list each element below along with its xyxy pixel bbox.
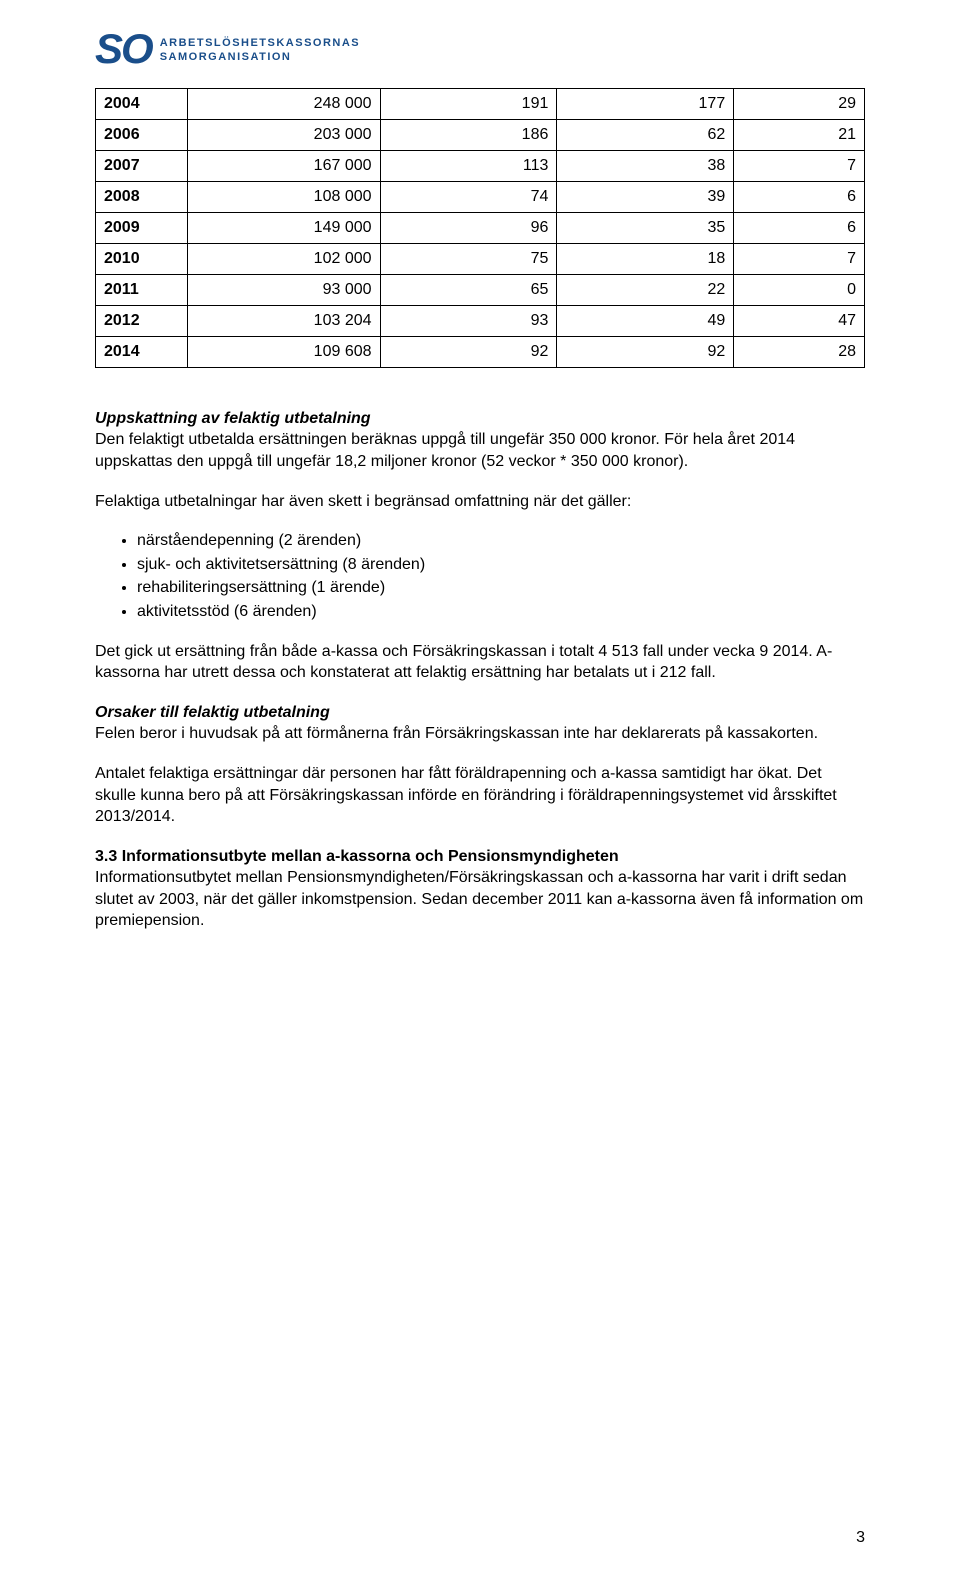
cell-c: 191: [380, 88, 557, 119]
cell-e: 6: [734, 181, 865, 212]
table-row: 2008108 00074396: [96, 181, 865, 212]
table-row: 2009149 00096356: [96, 212, 865, 243]
cell-e: 29: [734, 88, 865, 119]
para-3: Det gick ut ersättning från både a-kassa…: [95, 641, 865, 684]
logo: SO ARBETSLÖSHETSKASSORNAS SAMORGANISATIO…: [95, 30, 360, 68]
bullet-list: närståendepenning (2 ärenden)sjuk- och a…: [95, 530, 865, 622]
page: SO ARBETSLÖSHETSKASSORNAS SAMORGANISATIO…: [0, 0, 960, 1577]
cell-b: 149 000: [188, 212, 380, 243]
cell-d: 35: [557, 212, 734, 243]
cell-d: 49: [557, 305, 734, 336]
para-6: Informationsutbytet mellan Pensionsmyndi…: [95, 869, 863, 929]
logo-line1: ARBETSLÖSHETSKASSORNAS: [160, 36, 360, 50]
cell-d: 39: [557, 181, 734, 212]
logo-text: ARBETSLÖSHETSKASSORNAS SAMORGANISATION: [160, 30, 360, 65]
cell-c: 92: [380, 336, 557, 367]
cell-c: 93: [380, 305, 557, 336]
table-row: 201193 00065220: [96, 274, 865, 305]
cell-c: 186: [380, 119, 557, 150]
cell-e: 0: [734, 274, 865, 305]
table-row: 2004248 00019117729: [96, 88, 865, 119]
cell-year: 2010: [96, 243, 188, 274]
cell-year: 2008: [96, 181, 188, 212]
cell-d: 38: [557, 150, 734, 181]
cell-e: 7: [734, 150, 865, 181]
cell-year: 2014: [96, 336, 188, 367]
list-item: närståendepenning (2 ärenden): [137, 530, 865, 552]
page-number: 3: [856, 1529, 865, 1547]
cell-d: 177: [557, 88, 734, 119]
cell-year: 2004: [96, 88, 188, 119]
cell-e: 47: [734, 305, 865, 336]
table-row: 2012103 204934947: [96, 305, 865, 336]
para-5: Antalet felaktiga ersättningar där perso…: [95, 763, 865, 828]
cell-d: 62: [557, 119, 734, 150]
cell-e: 21: [734, 119, 865, 150]
cell-b: 93 000: [188, 274, 380, 305]
cell-d: 22: [557, 274, 734, 305]
header: SO ARBETSLÖSHETSKASSORNAS SAMORGANISATIO…: [95, 30, 865, 68]
table-row: 2014109 608929228: [96, 336, 865, 367]
cell-e: 28: [734, 336, 865, 367]
cell-c: 65: [380, 274, 557, 305]
cell-year: 2007: [96, 150, 188, 181]
table-row: 2007167 000113387: [96, 150, 865, 181]
heading-uppskattning: Uppskattning av felaktig utbetalning: [95, 410, 371, 427]
logo-line2: SAMORGANISATION: [160, 50, 360, 64]
cell-c: 74: [380, 181, 557, 212]
cell-b: 102 000: [188, 243, 380, 274]
cell-c: 113: [380, 150, 557, 181]
cell-b: 109 608: [188, 336, 380, 367]
list-item: sjuk- och aktivitetsersättning (8 ärende…: [137, 554, 865, 576]
cell-c: 75: [380, 243, 557, 274]
cell-d: 18: [557, 243, 734, 274]
table-row: 2010102 00075187: [96, 243, 865, 274]
cell-b: 203 000: [188, 119, 380, 150]
cell-year: 2011: [96, 274, 188, 305]
heading-orsaker: Orsaker till felaktig utbetalning: [95, 704, 330, 721]
data-table: 2004248 000191177292006203 0001866221200…: [95, 88, 865, 368]
list-item: aktivitetsstöd (6 ärenden): [137, 601, 865, 623]
logo-mark: SO: [95, 30, 152, 68]
para-2: Felaktiga utbetalningar har även skett i…: [95, 491, 865, 513]
table-row: 2006203 0001866221: [96, 119, 865, 150]
cell-b: 108 000: [188, 181, 380, 212]
para-4: Felen beror i huvudsak på att förmånerna…: [95, 725, 818, 742]
cell-c: 96: [380, 212, 557, 243]
table-body: 2004248 000191177292006203 0001866221200…: [96, 88, 865, 367]
cell-year: 2012: [96, 305, 188, 336]
cell-b: 103 204: [188, 305, 380, 336]
list-item: rehabiliteringsersättning (1 ärende): [137, 577, 865, 599]
cell-year: 2009: [96, 212, 188, 243]
cell-b: 167 000: [188, 150, 380, 181]
cell-b: 248 000: [188, 88, 380, 119]
heading-3-3: 3.3 Informationsutbyte mellan a-kassorna…: [95, 848, 619, 865]
cell-e: 6: [734, 212, 865, 243]
para-1: Den felaktigt utbetalda ersättningen ber…: [95, 431, 795, 470]
cell-e: 7: [734, 243, 865, 274]
cell-year: 2006: [96, 119, 188, 150]
cell-d: 92: [557, 336, 734, 367]
